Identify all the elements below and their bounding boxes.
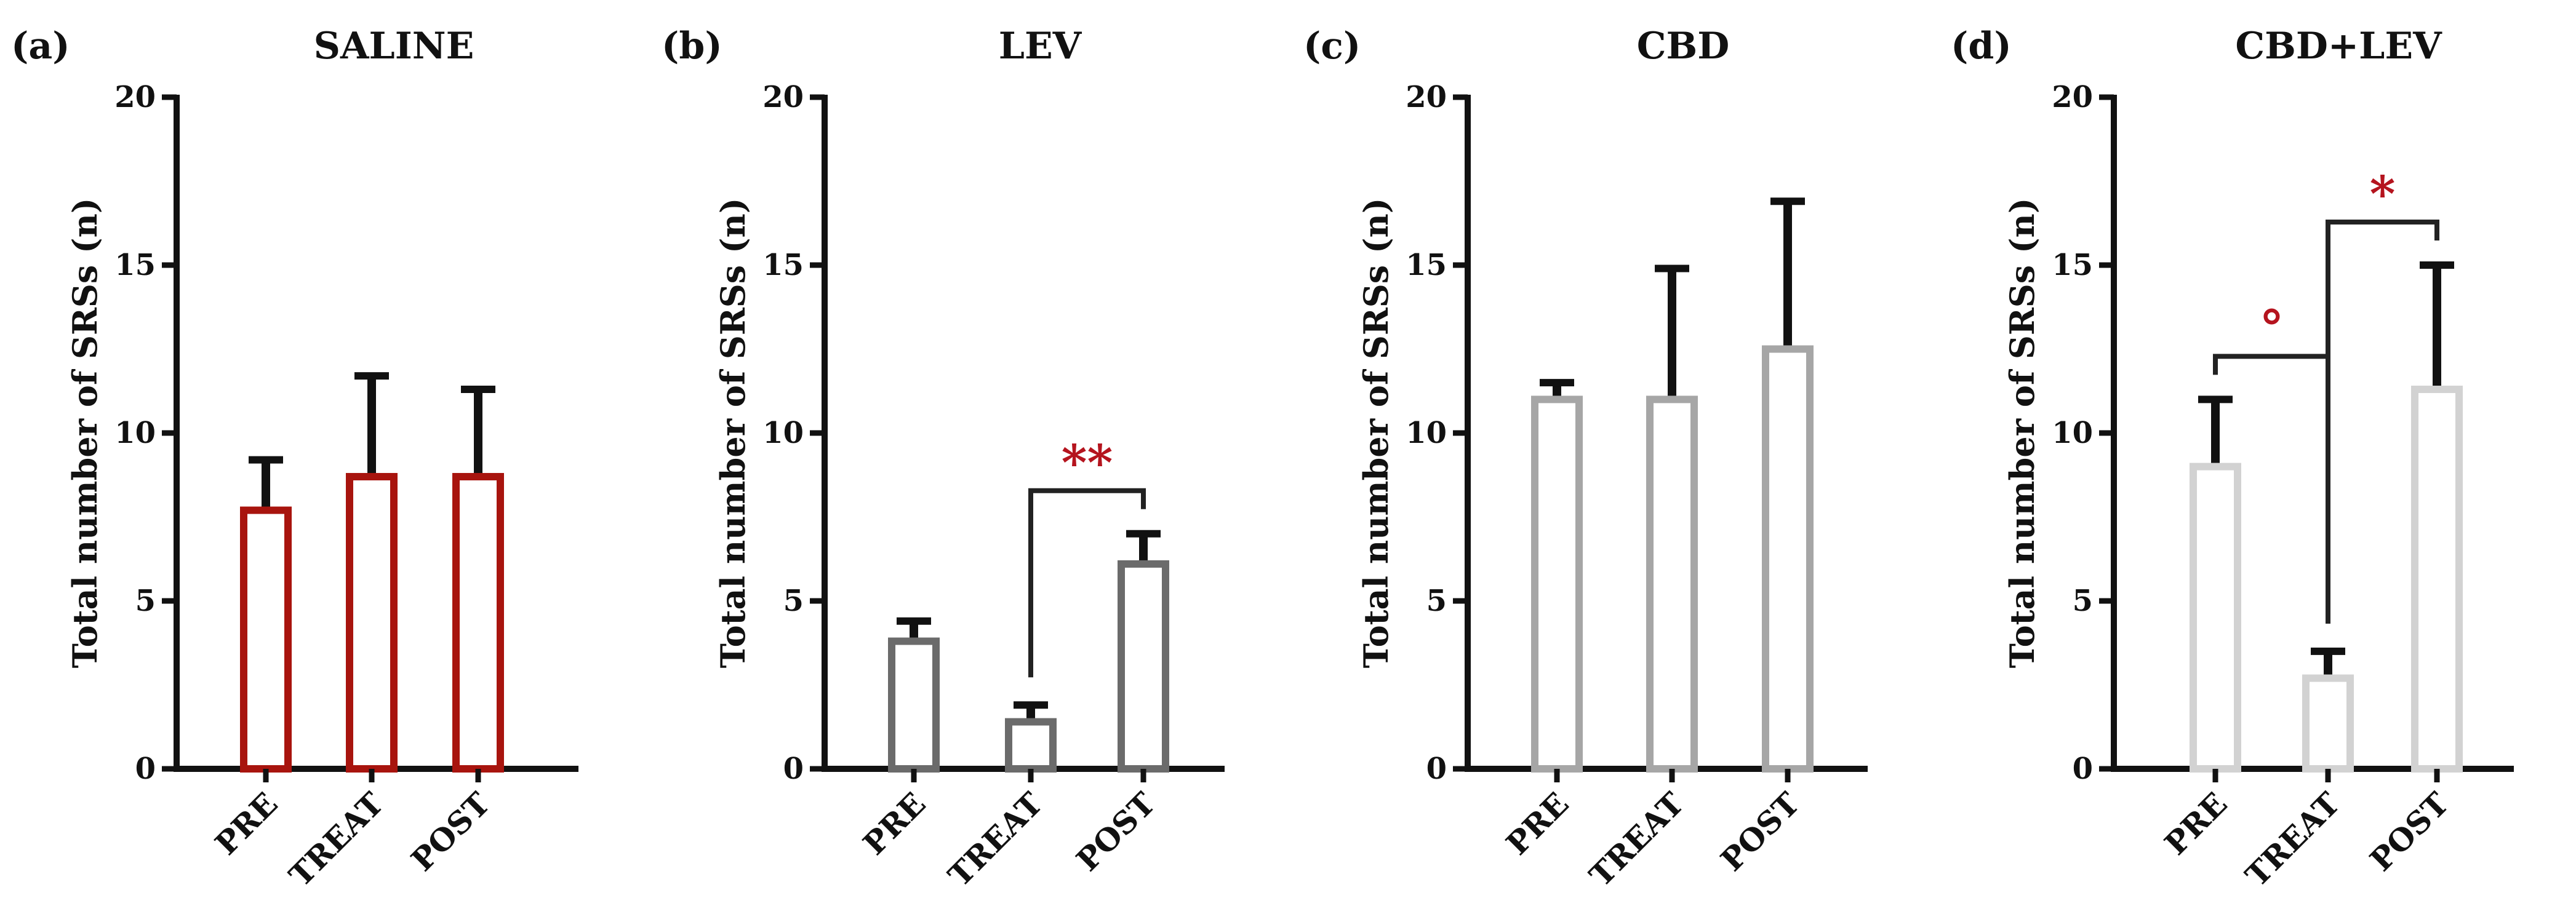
- bar: [452, 472, 504, 773]
- chart-b: 0 5 10 15 20 Total number of SRSs (n) PRE TREAT…: [713, 80, 1225, 894]
- x-tick-label: POST: [2363, 785, 2456, 878]
- significance-mark: °: [2260, 299, 2284, 357]
- y-axis-title: Total number of SRSs (n): [2002, 198, 2042, 669]
- significance-mark: **: [1062, 434, 1113, 491]
- panel-label-c: (c): [1303, 25, 1361, 68]
- panel-label-d: (d): [1951, 25, 2012, 68]
- bar: [1762, 345, 1814, 773]
- bar: [1118, 560, 1169, 773]
- bar: [240, 506, 292, 773]
- panel-b: (b) LEV 0 5 10 15 20 Total number of SRSs (n)…: [662, 25, 1225, 894]
- y-tick-label: 15: [762, 248, 804, 282]
- y-tick-label: 0: [135, 752, 156, 786]
- x-tick-label: POST: [404, 785, 497, 878]
- y-tick-label: 20: [2052, 80, 2093, 114]
- panel-label-a: (a): [11, 25, 70, 68]
- x-tick-label: PRE: [856, 785, 933, 862]
- x-tick-label: TREAT: [1582, 785, 1690, 894]
- bar: [1531, 395, 1583, 773]
- panel-title-b: LEV: [999, 25, 1082, 68]
- x-tick-label: TREAT: [282, 785, 390, 894]
- panel-title-c: CBD: [1637, 25, 1730, 68]
- panel-label-b: (b): [662, 25, 722, 68]
- x-tick-label: POST: [1070, 785, 1162, 878]
- panel-title-a: SALINE: [314, 25, 474, 68]
- y-tick-label: 0: [2073, 752, 2093, 786]
- y-tick-label: 5: [783, 584, 804, 618]
- bar: [2190, 463, 2241, 773]
- y-tick-label: 15: [114, 248, 156, 282]
- x-tick-label: TREAT: [941, 785, 1049, 894]
- chart-c: 0 5 10 15 20 Total number of SRSs (n) PRE TREAT…: [1356, 80, 1868, 894]
- bar: [888, 637, 940, 773]
- y-tick-label: 20: [762, 80, 804, 114]
- y-tick-label: 0: [783, 752, 804, 786]
- chart-a: 0 5 10 15 20 Total number of SRSs (n) PRETREAT…: [65, 80, 578, 894]
- y-tick-label: 15: [2052, 248, 2093, 282]
- bar: [1646, 395, 1698, 773]
- bar: [346, 472, 398, 773]
- x-tick-label: TREAT: [2238, 785, 2346, 894]
- y-tick-label: 5: [135, 584, 156, 618]
- y-tick-label: 5: [1426, 584, 1447, 618]
- y-tick-label: 10: [762, 416, 804, 450]
- y-tick-label: 20: [114, 80, 156, 114]
- y-tick-label: 15: [1406, 248, 1447, 282]
- panel-d: (d) CBD+LEV 0 5 10 15 20 Total number of SRSs…: [1951, 25, 2514, 894]
- significance-bracket: [2326, 220, 2439, 624]
- y-tick-label: 0: [1426, 752, 1447, 786]
- y-tick-label: 10: [1406, 416, 1447, 450]
- y-tick-label: 10: [114, 416, 156, 450]
- panel-c: (c) CBD 0 5 10 15 20 Total number of SRSs (n)…: [1303, 25, 1868, 894]
- significance-mark: *: [2370, 165, 2396, 223]
- panel-title-d: CBD+LEV: [2235, 25, 2442, 68]
- x-tick-label: PRE: [2158, 785, 2234, 862]
- bar: [2302, 674, 2354, 773]
- x-tick-label: PRE: [1499, 785, 1576, 862]
- significance-bracket: [1028, 488, 1146, 678]
- bar: [1005, 718, 1057, 773]
- panel-a: (a) SALINE 0 5 10 15 20 Total number of SRSs …: [11, 25, 578, 894]
- chart-d: 0 5 10 15 20 Total number of SRSs (n) PRE TREAT…: [2002, 80, 2514, 894]
- y-tick-label: 5: [2073, 584, 2093, 618]
- y-tick-label: 20: [1406, 80, 1447, 114]
- bar: [2411, 386, 2463, 773]
- y-axis-title: Total number of SRSs (n): [1356, 198, 1396, 669]
- x-tick-label: PRE: [208, 785, 285, 862]
- y-axis-title: Total number of SRSs (n): [713, 198, 753, 669]
- x-tick-label: POST: [1714, 785, 1807, 878]
- y-tick-label: 10: [2052, 416, 2093, 450]
- y-axis-title: Total number of SRSs (n): [65, 198, 105, 669]
